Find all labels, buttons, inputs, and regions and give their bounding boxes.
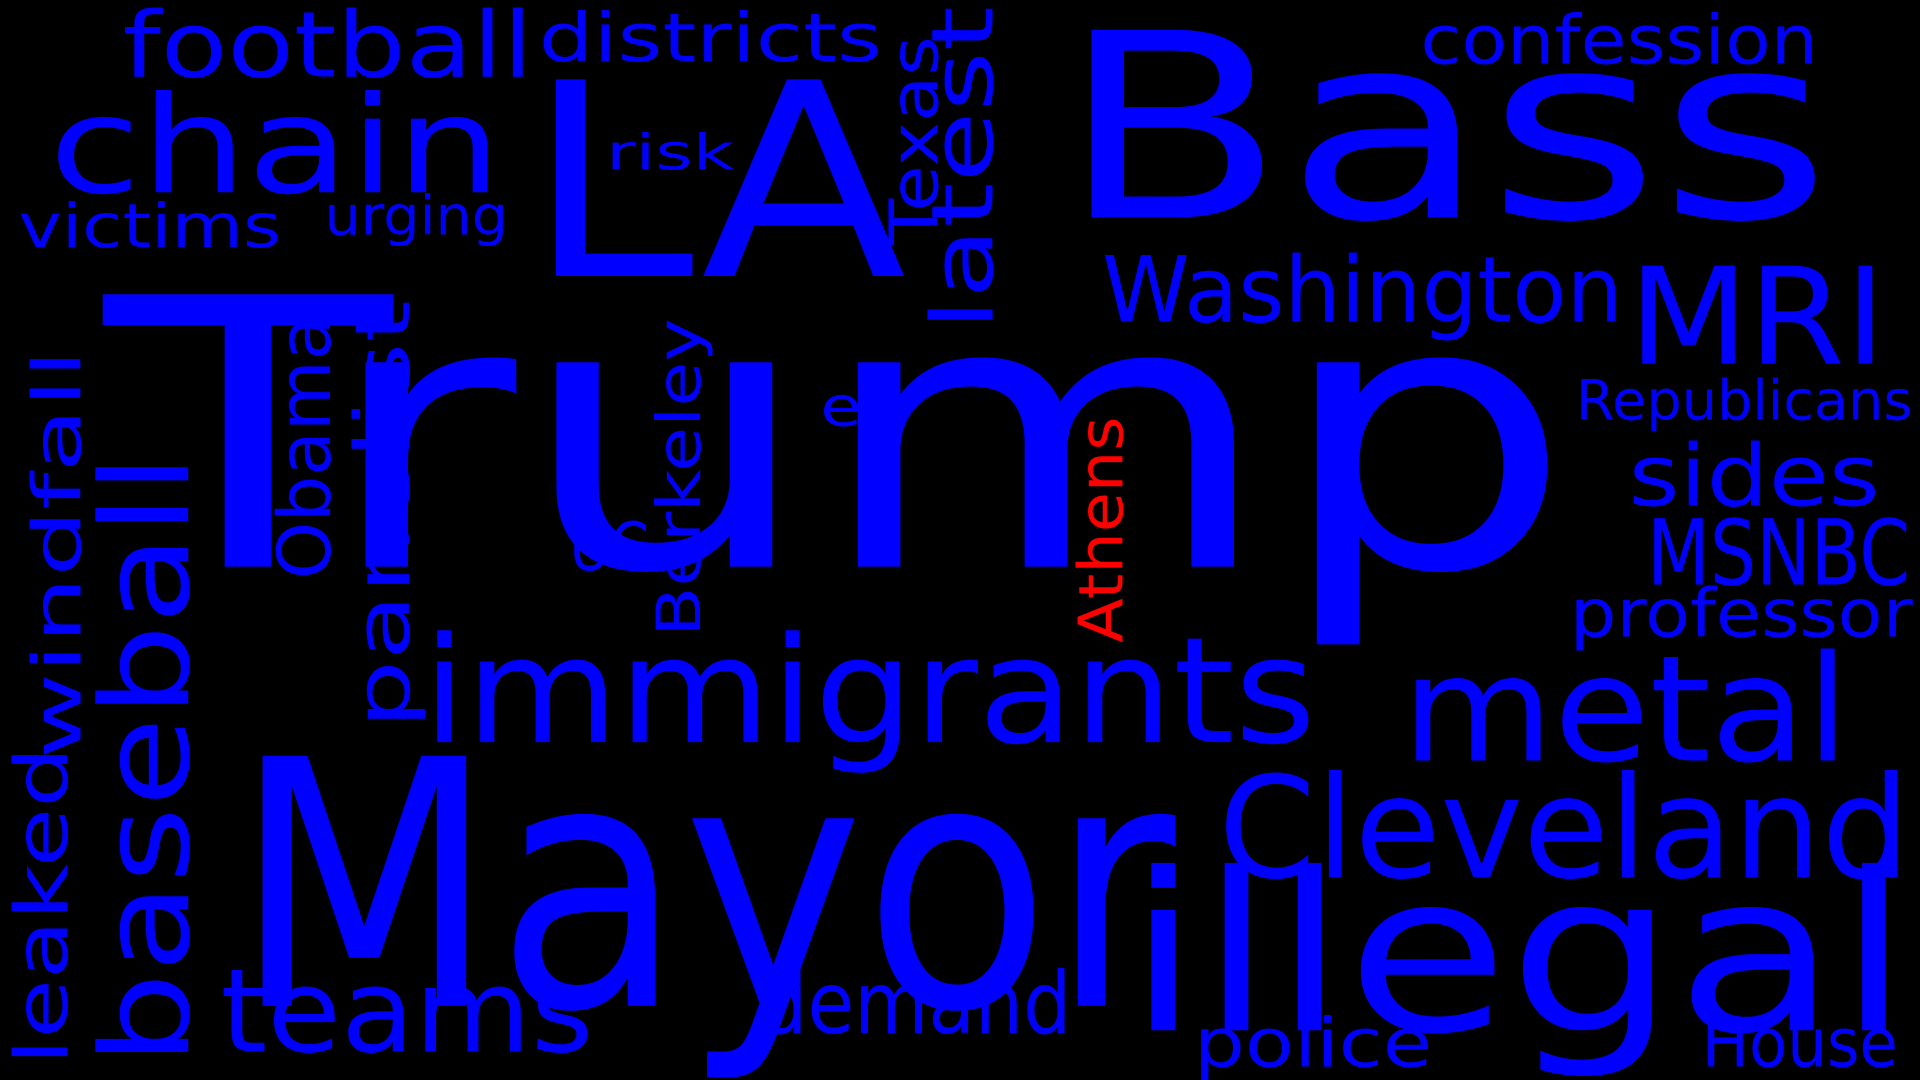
word-urging: urging <box>324 184 509 249</box>
word-cleveland: Cleveland <box>1218 747 1910 912</box>
word-confession: confession <box>1420 0 1819 80</box>
word-immigrants: immigrants <box>422 606 1316 778</box>
word-professor: professor <box>1569 575 1913 654</box>
word-risk: risk <box>606 124 735 182</box>
word-windfall: windfall <box>18 349 97 760</box>
word-baseball: baseball <box>75 453 218 1066</box>
word-ex: ex <box>820 373 900 439</box>
word-panelist: panelist <box>339 300 428 729</box>
word-bass: Bass <box>1059 0 1831 279</box>
word-la: LA <box>526 26 907 341</box>
word-trump: Trump <box>104 219 1574 656</box>
word-mri: MRI <box>1628 239 1886 396</box>
word-districts: districts <box>538 0 882 78</box>
word-obama: Obama <box>262 315 348 580</box>
word-football: football <box>122 0 533 99</box>
word-republicans: Republicans <box>1575 368 1913 434</box>
word-berkeley: Berkeley <box>642 318 715 637</box>
word-leaked: leaked <box>0 746 85 1066</box>
word-washington: Washington <box>1102 236 1623 344</box>
word-illegal: illegal <box>1126 826 1911 1080</box>
word-teams: teams <box>220 945 594 1080</box>
word-athens: Athens <box>1065 416 1138 643</box>
word-victims: victims <box>18 189 282 262</box>
word-house: House <box>1702 1004 1898 1080</box>
word-uc: UC <box>569 507 650 587</box>
word-police: police <box>1193 1004 1433 1080</box>
word-metal: metal <box>1402 624 1850 796</box>
word-texas: Texas <box>874 36 954 245</box>
word-demand: demand <box>759 953 1072 1054</box>
word-sides: sides <box>1628 426 1880 527</box>
word-mayor: Mayor <box>232 687 1176 1080</box>
word-chain: chain <box>48 67 502 225</box>
word-msnbc: MSNBC <box>1646 499 1911 607</box>
